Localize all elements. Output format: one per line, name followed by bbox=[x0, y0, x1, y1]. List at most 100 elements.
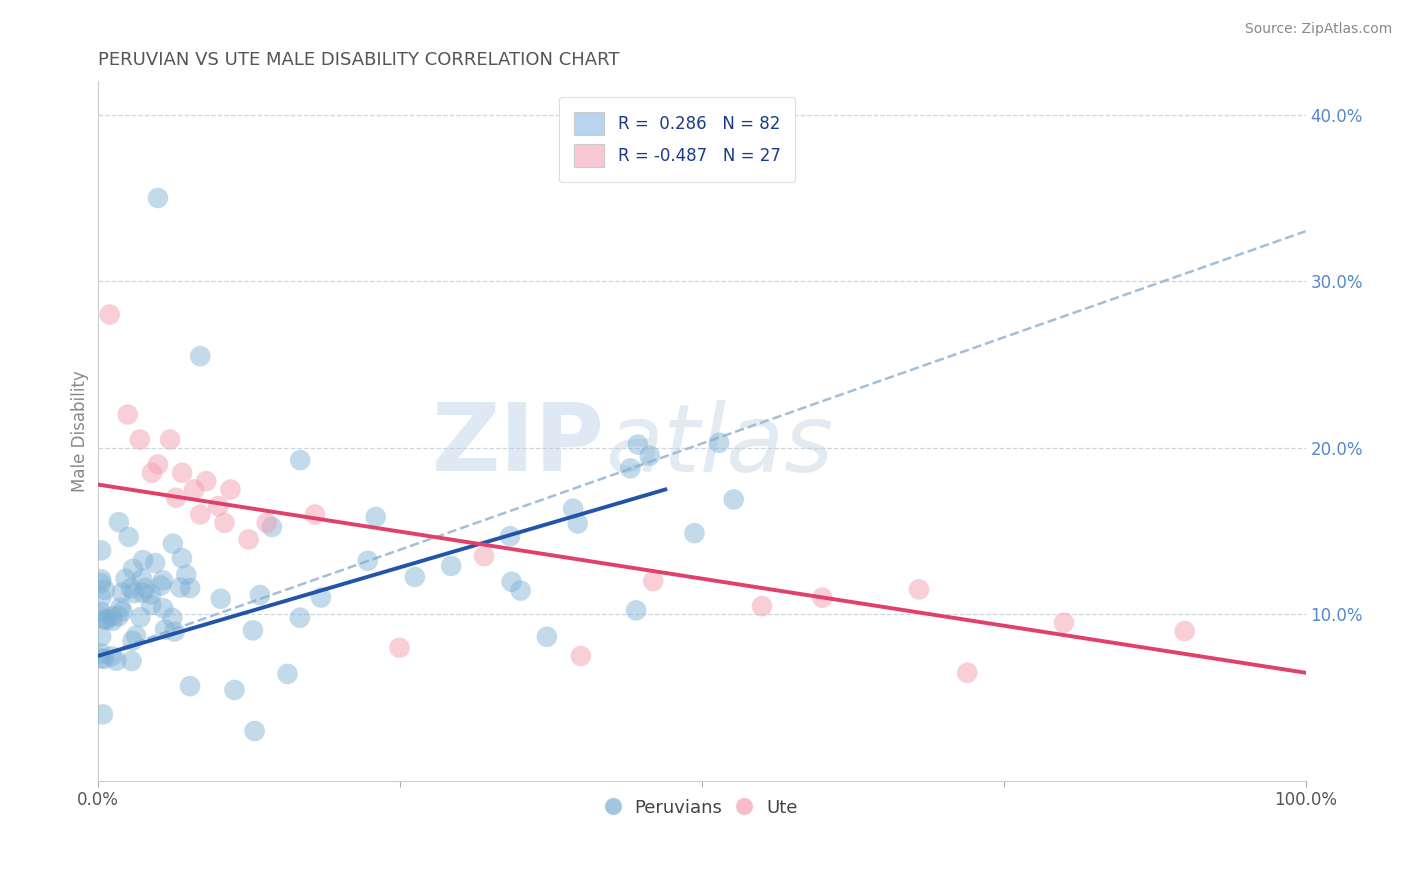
Point bbox=[683, 526, 706, 541]
Point bbox=[219, 483, 242, 497]
Point bbox=[567, 516, 589, 531]
Y-axis label: Male Disability: Male Disability bbox=[72, 370, 89, 492]
Point bbox=[143, 556, 166, 570]
Text: Source: ZipAtlas.com: Source: ZipAtlas.com bbox=[1244, 22, 1392, 37]
Point bbox=[188, 508, 211, 522]
Point bbox=[260, 520, 283, 534]
Point bbox=[90, 572, 112, 586]
Point bbox=[1174, 624, 1197, 638]
Point bbox=[93, 610, 115, 624]
Point bbox=[277, 666, 299, 681]
Point bbox=[110, 600, 132, 615]
Point bbox=[107, 609, 129, 624]
Point bbox=[249, 588, 271, 602]
Point bbox=[214, 516, 236, 530]
Text: PERUVIAN VS UTE MALE DISABILITY CORRELATION CHART: PERUVIAN VS UTE MALE DISABILITY CORRELAT… bbox=[97, 51, 619, 69]
Point bbox=[627, 437, 650, 451]
Point bbox=[121, 633, 143, 648]
Point bbox=[90, 591, 112, 605]
Point bbox=[619, 461, 641, 475]
Point bbox=[152, 574, 174, 588]
Point bbox=[90, 647, 112, 661]
Point bbox=[174, 567, 197, 582]
Point bbox=[134, 581, 156, 595]
Point bbox=[509, 583, 531, 598]
Point bbox=[643, 574, 665, 588]
Legend: Peruvians, Ute: Peruvians, Ute bbox=[599, 792, 804, 824]
Point bbox=[114, 572, 136, 586]
Point bbox=[132, 553, 155, 567]
Point bbox=[90, 576, 112, 591]
Point bbox=[562, 501, 585, 516]
Point bbox=[707, 435, 730, 450]
Point bbox=[94, 582, 117, 597]
Point bbox=[224, 682, 246, 697]
Text: atlas: atlas bbox=[605, 400, 834, 491]
Point bbox=[956, 665, 979, 680]
Point bbox=[290, 453, 312, 467]
Point bbox=[207, 499, 229, 513]
Text: ZIP: ZIP bbox=[432, 399, 605, 491]
Point bbox=[165, 491, 187, 505]
Point bbox=[121, 654, 143, 668]
Point bbox=[90, 605, 112, 619]
Point bbox=[93, 652, 115, 666]
Point bbox=[111, 604, 134, 618]
Point bbox=[105, 654, 128, 668]
Point bbox=[91, 707, 114, 722]
Point bbox=[440, 558, 463, 573]
Point bbox=[723, 492, 745, 507]
Point bbox=[188, 349, 211, 363]
Point bbox=[108, 515, 131, 529]
Point bbox=[569, 648, 592, 663]
Point bbox=[243, 724, 266, 739]
Point bbox=[364, 509, 387, 524]
Point bbox=[169, 581, 191, 595]
Point bbox=[624, 603, 647, 617]
Point bbox=[125, 629, 148, 643]
Point bbox=[162, 536, 184, 550]
Point bbox=[170, 551, 193, 566]
Point bbox=[908, 582, 931, 597]
Point bbox=[195, 474, 218, 488]
Point bbox=[90, 651, 112, 665]
Point bbox=[90, 543, 112, 558]
Point bbox=[146, 458, 169, 472]
Point bbox=[179, 679, 201, 693]
Point bbox=[118, 530, 141, 544]
Point bbox=[150, 578, 173, 592]
Point bbox=[811, 591, 834, 605]
Point bbox=[100, 649, 122, 664]
Point bbox=[111, 585, 134, 599]
Point bbox=[153, 623, 176, 637]
Point bbox=[163, 624, 186, 639]
Point bbox=[209, 591, 232, 606]
Point bbox=[309, 591, 332, 605]
Point bbox=[128, 433, 150, 447]
Point bbox=[141, 598, 163, 612]
Point bbox=[179, 581, 201, 595]
Point bbox=[152, 601, 174, 615]
Point bbox=[146, 191, 169, 205]
Point bbox=[388, 640, 411, 655]
Point bbox=[132, 586, 155, 600]
Point bbox=[751, 599, 773, 613]
Point bbox=[357, 554, 380, 568]
Point bbox=[304, 508, 326, 522]
Point bbox=[183, 483, 205, 497]
Point bbox=[162, 611, 184, 625]
Point bbox=[501, 574, 523, 589]
Point bbox=[90, 629, 112, 643]
Point bbox=[129, 610, 152, 624]
Point bbox=[288, 610, 311, 624]
Point bbox=[122, 586, 145, 600]
Point bbox=[98, 308, 121, 322]
Point bbox=[256, 516, 278, 530]
Point bbox=[638, 449, 661, 463]
Point bbox=[404, 570, 426, 584]
Point bbox=[1053, 615, 1076, 630]
Point bbox=[472, 549, 495, 563]
Point bbox=[122, 562, 145, 576]
Point bbox=[117, 408, 139, 422]
Point bbox=[96, 613, 118, 627]
